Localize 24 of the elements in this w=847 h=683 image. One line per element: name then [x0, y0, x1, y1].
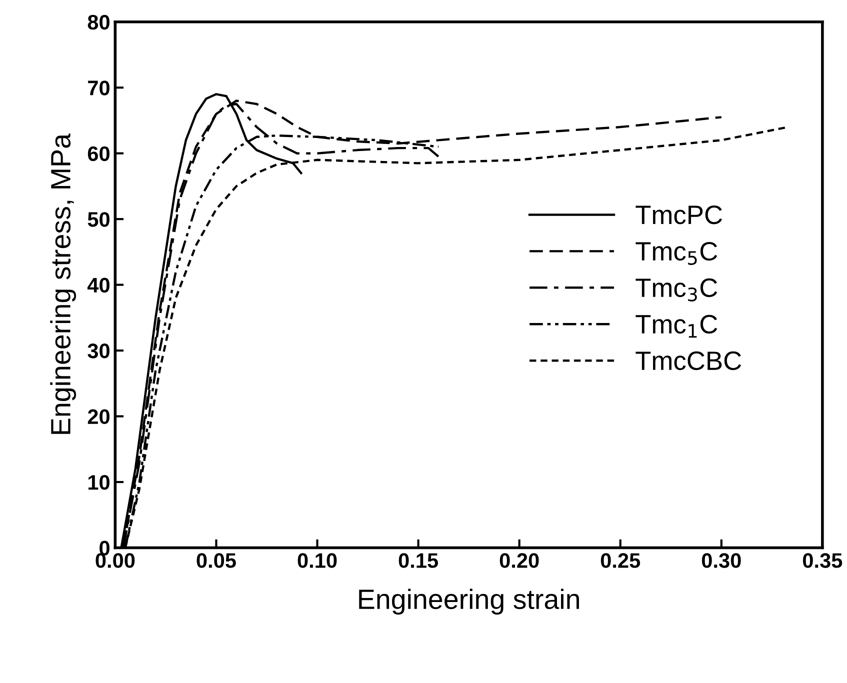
y-tick-label: 60 [88, 146, 110, 162]
y-tick-label: 30 [88, 344, 110, 358]
legend-label: Tmc$_{3}$C [636, 278, 718, 302]
y-tick-label: 80 [88, 14, 110, 30]
y-axis-title: Engineering stress, MPa [50, 134, 76, 434]
legend-label: Tmc$_{1}$C [636, 314, 718, 338]
x-tick-label: 0.15 [398, 553, 438, 568]
y-tick-label: 10 [88, 475, 110, 490]
x-tick-label: 0.05 [196, 553, 236, 568]
y-tick-label: 20 [88, 409, 110, 424]
y-tick-label: 50 [88, 212, 110, 227]
y-tick-label: 0 [100, 540, 110, 556]
legend-label: TmcPC [636, 206, 722, 224]
x-axis-title: Engineering strain [359, 588, 579, 615]
x-tick-label: 0.25 [600, 553, 640, 568]
y-tick-label: 70 [88, 80, 110, 96]
x-tick-label: 0.35 [802, 553, 842, 568]
x-tick-label: 0.10 [298, 553, 337, 568]
y-tick-label: 40 [87, 278, 110, 293]
x-tick-label: 0.20 [500, 553, 539, 568]
legend-label: TmcCBC [636, 351, 742, 370]
x-tick-label: 0.00 [96, 553, 135, 568]
legend-label: Tmc$_{5}$C [636, 242, 718, 265]
x-tick-label: 0.30 [702, 553, 741, 568]
